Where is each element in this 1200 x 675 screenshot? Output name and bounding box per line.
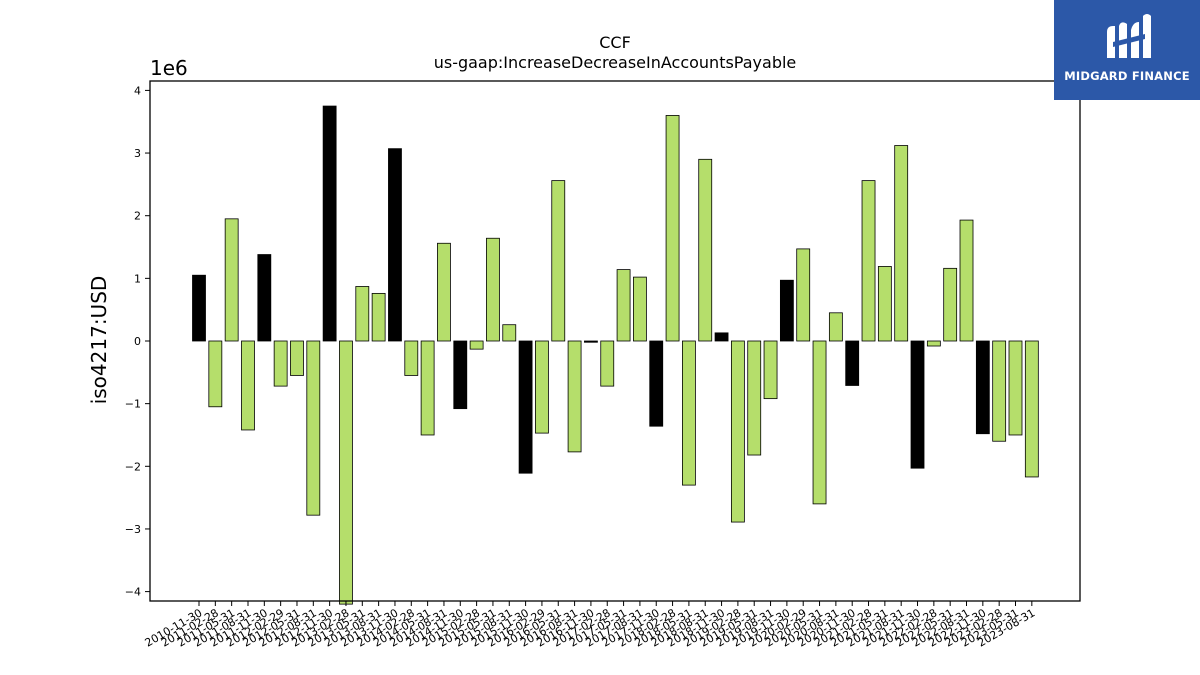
bar-2019-08-31 <box>763 340 778 400</box>
bar-2011-08-31 <box>241 340 255 431</box>
bar-2019-11-30 <box>779 279 794 342</box>
bar-2022-05-31 <box>943 267 958 342</box>
bar-2013-11-30 <box>388 148 402 342</box>
y-ticks-group: −4 −3 −2 −1 0 1 2 3 4 <box>125 84 150 599</box>
chart-title: CCF <box>599 33 631 52</box>
bar-2020-08-31 <box>828 312 843 342</box>
y-tick-label: −1 <box>125 398 141 411</box>
midgard-finance-logo: MIDGARD FINANCE <box>1054 0 1200 100</box>
bar-2018-05-31 <box>682 340 696 486</box>
bar-2017-05-31 <box>616 269 631 342</box>
bar-2013-02-28 <box>339 340 353 605</box>
y-tick-label: 0 <box>134 335 141 348</box>
bar-2016-02-29 <box>535 340 549 434</box>
chart-subtitle: us-gaap:IncreaseDecreaseInAccountsPayabl… <box>434 53 797 72</box>
bar-2021-08-31 <box>894 145 909 342</box>
bar-2012-08-31 <box>306 340 321 516</box>
y-tick-label: −2 <box>125 460 141 473</box>
bar-2022-11-30 <box>975 340 990 435</box>
bar-2018-02-28 <box>665 115 680 342</box>
bar-2023-02-28 <box>992 340 1007 442</box>
bar-2013-05-31 <box>355 286 370 342</box>
bar-2015-05-31 <box>486 237 500 342</box>
bar-2022-02-28 <box>926 340 941 347</box>
bar-2014-08-31 <box>437 242 451 342</box>
bar-2020-02-29 <box>796 248 811 342</box>
bar-2012-11-30 <box>322 105 337 342</box>
bar-2019-02-28 <box>730 340 745 523</box>
y-axis-label: iso4217:USD <box>87 276 111 405</box>
bar-2021-11-30 <box>910 340 925 469</box>
bar-2022-08-31 <box>959 219 974 342</box>
bar-2012-02-29 <box>273 340 288 387</box>
bar-2017-08-31 <box>633 276 647 342</box>
y-tick-label: −3 <box>125 523 141 536</box>
y-tick-label: 1 <box>134 272 141 285</box>
bar-2014-05-31 <box>420 340 435 436</box>
bar-2011-02-28 <box>208 340 223 408</box>
bar-2012-05-31 <box>290 340 304 376</box>
midgard-logo-mark-icon <box>1107 14 1151 58</box>
plot-frame <box>149 80 1081 602</box>
x-ticks-group: 2010-11-302011-02-282011-05-312011-08-31… <box>143 601 1037 650</box>
bar-2011-11-30 <box>257 254 272 342</box>
bar-2015-11-30 <box>518 340 533 474</box>
bar-2021-05-31 <box>877 266 892 342</box>
bar-2015-02-28 <box>469 340 484 350</box>
bar-2016-08-31 <box>567 340 582 453</box>
y-tick-label: 3 <box>134 147 141 160</box>
y-tick-label: −4 <box>125 586 141 599</box>
bar-2016-05-31 <box>551 180 566 342</box>
y-scale-label: 1e6 <box>150 56 188 80</box>
bar-2021-02-28 <box>861 180 876 342</box>
bar-2017-11-30 <box>649 340 664 427</box>
bar-2013-08-31 <box>371 292 386 342</box>
bar-2010-11-30 <box>192 274 206 342</box>
bar-2011-05-31 <box>224 218 239 342</box>
bar-2023-05-31 <box>1008 340 1023 436</box>
bar-2015-08-31 <box>502 324 517 342</box>
bar-2014-11-30 <box>453 340 468 410</box>
bar-2014-02-28 <box>404 340 419 376</box>
y-tick-label: 4 <box>134 84 141 97</box>
bar-2016-11-30 <box>584 340 598 343</box>
logo-wordmark: MIDGARD FINANCE <box>1064 69 1190 83</box>
bar-2020-05-31 <box>812 340 827 505</box>
y-tick-label: 2 <box>134 210 141 223</box>
bar-2017-02-28 <box>600 340 615 387</box>
bar-2018-08-31 <box>698 158 713 342</box>
bars-group <box>192 105 1039 605</box>
bar-2019-05-31 <box>747 340 762 456</box>
bar-2023-08-31 <box>1024 340 1039 478</box>
bar-2018-11-30 <box>714 332 729 342</box>
bar-2020-11-30 <box>845 340 860 386</box>
